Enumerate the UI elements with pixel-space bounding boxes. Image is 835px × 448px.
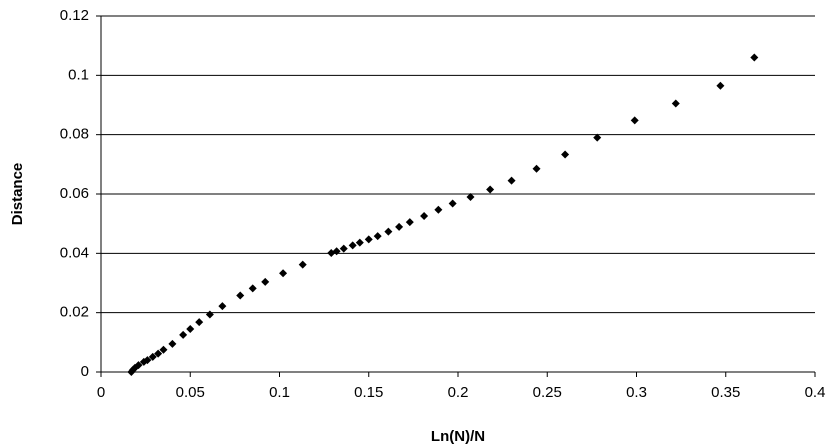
point	[168, 339, 177, 348]
point	[261, 277, 270, 286]
point	[139, 357, 148, 366]
y-tick-label: 0.02	[60, 304, 89, 321]
x-tick-label: 0	[97, 384, 105, 401]
y-tick-label: 0.06	[60, 185, 89, 202]
point	[593, 133, 602, 142]
y-axis-title: Distance	[9, 163, 26, 226]
point	[364, 235, 373, 244]
point	[148, 352, 157, 361]
point	[466, 192, 475, 201]
point	[195, 318, 204, 327]
point	[298, 260, 307, 269]
point	[561, 150, 570, 159]
x-tick-label: 0.35	[711, 384, 740, 401]
point	[355, 238, 364, 247]
point	[248, 284, 257, 293]
x-tick-label: 0.25	[533, 384, 562, 401]
x-tick-label: 0.05	[176, 384, 205, 401]
point	[127, 368, 136, 376]
x-tick-label: 0.2	[448, 384, 469, 401]
point	[154, 349, 163, 358]
point	[486, 185, 495, 194]
point	[405, 218, 414, 227]
point	[327, 249, 336, 258]
y-tick-label: 0.08	[60, 126, 89, 143]
y-tick-label: 0.04	[60, 244, 89, 261]
point	[395, 222, 404, 231]
point	[716, 81, 725, 90]
x-tick-label: 0.15	[354, 384, 383, 401]
y-tick-label: 0.12	[60, 7, 89, 24]
point	[750, 53, 759, 62]
point	[448, 199, 457, 208]
x-axis-title: Ln(N)/N	[431, 428, 485, 445]
point	[373, 232, 382, 241]
point	[205, 310, 214, 319]
y-tick-label: 0.1	[68, 66, 89, 83]
point	[179, 330, 188, 339]
point	[348, 241, 357, 250]
x-tick-label: 0.4	[805, 384, 826, 401]
point	[420, 211, 429, 220]
y-tick-label: 0	[81, 363, 89, 380]
point	[236, 291, 245, 300]
point	[279, 269, 288, 278]
x-tick-label: 0.1	[269, 384, 290, 401]
point	[507, 176, 516, 185]
point	[218, 302, 227, 311]
point	[532, 164, 541, 173]
point	[671, 99, 680, 108]
point	[159, 345, 168, 354]
point	[384, 227, 393, 236]
point	[630, 116, 639, 125]
point	[186, 324, 195, 333]
point	[339, 244, 348, 253]
x-tick-label: 0.3	[626, 384, 647, 401]
point	[434, 205, 443, 214]
